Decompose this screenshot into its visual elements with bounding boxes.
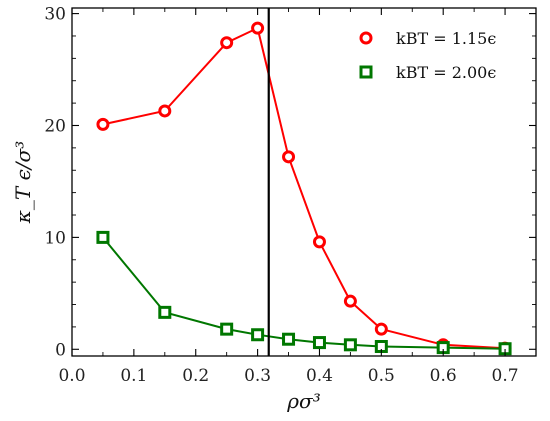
data-point: [343, 338, 357, 352]
y-tick-label: 30: [44, 5, 66, 25]
legend-marker: [359, 31, 373, 45]
x-tick-label: 0.6: [430, 366, 457, 386]
data-point: [220, 322, 234, 336]
x-tick-label: 0.3: [244, 366, 271, 386]
x-tick-label: 0.1: [120, 366, 147, 386]
plot-frame: [71, 7, 537, 357]
legend-marker: [359, 65, 373, 79]
x-tick-label: 0.0: [58, 366, 85, 386]
y-tick-label: 20: [44, 116, 66, 136]
data-point: [96, 117, 110, 131]
legend-label: kBT = 1.15ϵ: [396, 29, 496, 48]
x-tick-label: 0.4: [306, 366, 333, 386]
legend: kBT = 1.15ϵ kBT = 2.00ϵ: [359, 29, 496, 82]
data-point: [96, 230, 110, 244]
data-point: [158, 104, 172, 118]
data-point: [282, 150, 296, 164]
x-axis-label: ρσ³: [286, 389, 320, 413]
y-axis-label: κ_T ϵ/σ³: [11, 141, 35, 224]
x-tick-label: 0.2: [182, 366, 209, 386]
plot-area: [96, 8, 512, 356]
data-point: [251, 328, 265, 342]
data-point: [282, 332, 296, 346]
data-point: [374, 322, 388, 336]
legend-label: kBT = 2.00ϵ: [396, 63, 496, 82]
data-point: [251, 21, 265, 35]
axes: 0.0 0.1 0.2 0.3 0.4 0.5 0.6 0.7 0 10 20 30 ρσ³ κ_T ϵ/…: [11, 5, 537, 413]
data-point: [158, 305, 172, 319]
x-tick-label: 0.5: [368, 366, 395, 386]
data-point: [220, 36, 234, 50]
data-point: [343, 294, 357, 308]
y-tick-label: 0: [55, 340, 66, 360]
y-tick-label: 10: [44, 228, 66, 248]
series-line-2: [102, 236, 506, 350]
series-line-1: [102, 26, 506, 350]
x-tick-label: 0.7: [492, 366, 519, 386]
data-point: [312, 336, 326, 350]
data-point: [312, 235, 326, 249]
